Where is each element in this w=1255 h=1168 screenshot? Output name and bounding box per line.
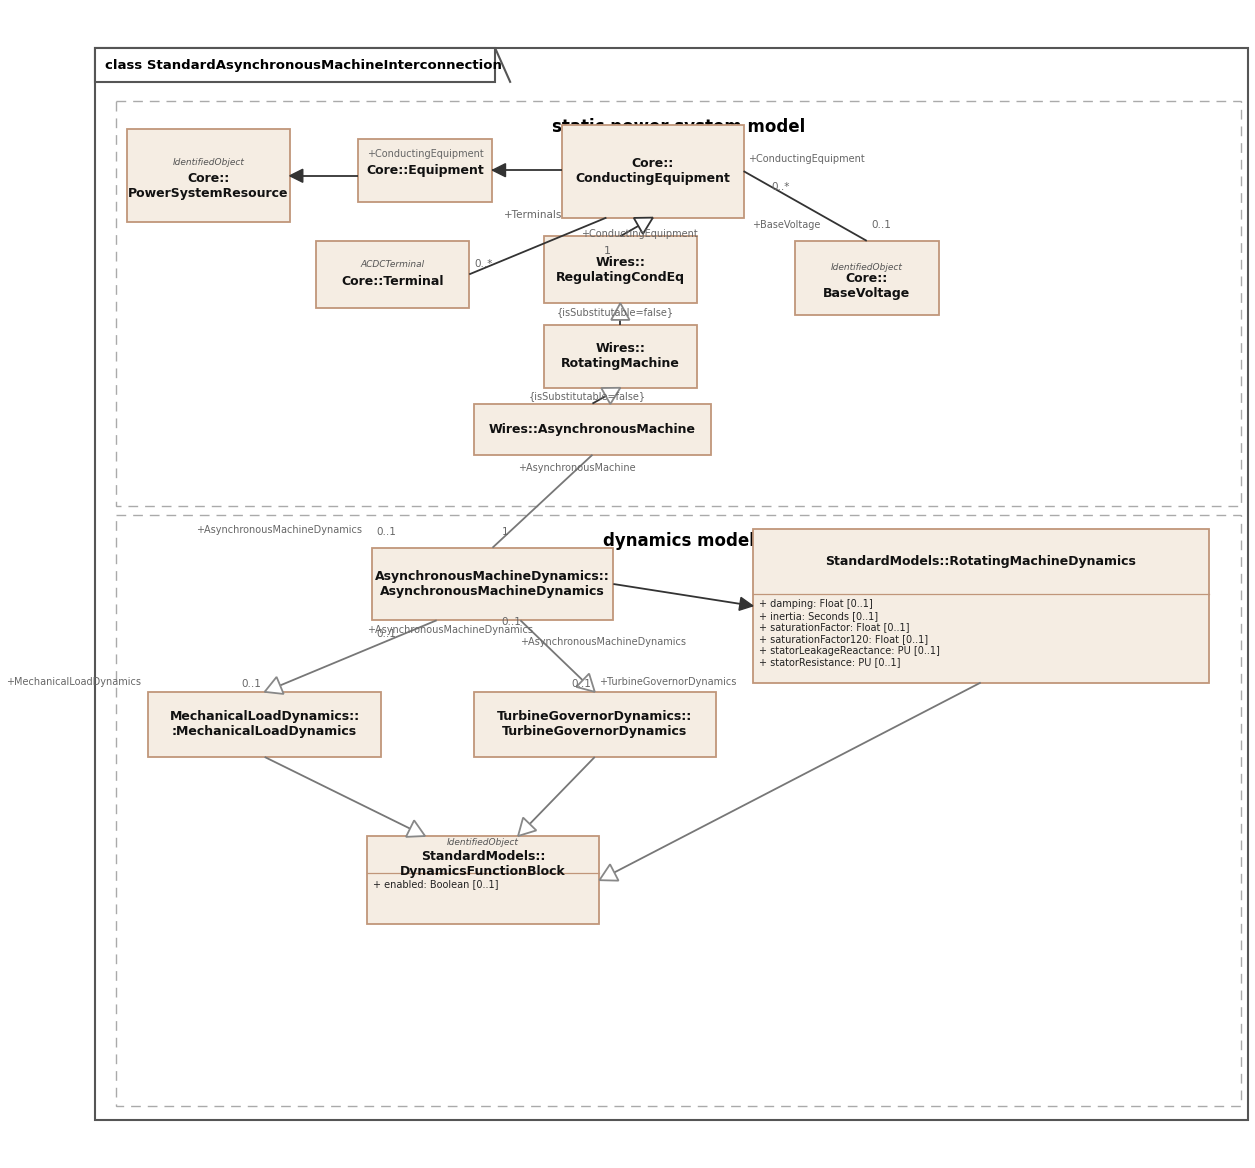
Text: +ConductingEquipment: +ConductingEquipment [366, 150, 483, 159]
Text: +ConductingEquipment: +ConductingEquipment [748, 154, 865, 164]
FancyBboxPatch shape [562, 125, 743, 217]
Text: MechanicalLoadDynamics::
:MechanicalLoadDynamics: MechanicalLoadDynamics:: :MechanicalLoad… [169, 710, 360, 738]
Polygon shape [611, 304, 630, 320]
FancyBboxPatch shape [543, 236, 697, 304]
Polygon shape [600, 864, 619, 881]
FancyBboxPatch shape [358, 139, 492, 202]
FancyBboxPatch shape [371, 548, 614, 620]
Polygon shape [601, 388, 620, 404]
Text: +Terminals: +Terminals [505, 209, 562, 220]
Text: +AsynchronousMachine: +AsynchronousMachine [518, 464, 636, 473]
Polygon shape [492, 164, 506, 176]
Polygon shape [576, 674, 595, 691]
Text: Wires::
RegulatingCondEq: Wires:: RegulatingCondEq [556, 256, 685, 284]
FancyBboxPatch shape [316, 241, 469, 308]
FancyBboxPatch shape [753, 529, 1209, 682]
Text: StandardModels::RotatingMachineDynamics: StandardModels::RotatingMachineDynamics [826, 555, 1136, 568]
Text: +ConductingEquipment: +ConductingEquipment [581, 229, 698, 238]
Text: 0..1: 0..1 [241, 680, 261, 689]
Text: Core::
PowerSystemResource: Core:: PowerSystemResource [128, 172, 289, 200]
Text: +AsynchronousMachineDynamics: +AsynchronousMachineDynamics [366, 625, 533, 635]
Text: IdentifiedObject: IdentifiedObject [447, 837, 520, 847]
Text: 1: 1 [502, 527, 508, 537]
Text: 0..1: 0..1 [571, 680, 591, 689]
FancyBboxPatch shape [127, 130, 290, 222]
Text: Wires::
RotatingMachine: Wires:: RotatingMachine [561, 342, 680, 370]
Text: +TurbineGovernorDynamics: +TurbineGovernorDynamics [600, 677, 737, 687]
Text: +BaseVoltage: +BaseVoltage [752, 220, 821, 230]
Text: 0..*: 0..* [772, 182, 789, 192]
Text: static power system model: static power system model [552, 118, 806, 137]
Text: Core::Terminal: Core::Terminal [341, 276, 444, 288]
Text: +AsynchronousMachineDynamics: +AsynchronousMachineDynamics [521, 637, 686, 647]
FancyBboxPatch shape [474, 404, 712, 454]
Polygon shape [518, 818, 536, 836]
Text: IdentifiedObject: IdentifiedObject [172, 158, 245, 167]
Text: {isSubstitutable=false}: {isSubstitutable=false} [530, 391, 646, 402]
Polygon shape [405, 820, 425, 836]
Text: ACDCTerminal: ACDCTerminal [360, 260, 424, 270]
FancyBboxPatch shape [148, 691, 380, 757]
Text: AsynchronousMachineDynamics::
AsynchronousMachineDynamics: AsynchronousMachineDynamics:: Asynchrono… [375, 570, 610, 598]
Polygon shape [265, 677, 284, 694]
Text: +AsynchronousMachineDynamics: +AsynchronousMachineDynamics [196, 524, 363, 535]
Text: class StandardAsynchronousMachineInterconnection: class StandardAsynchronousMachineInterco… [104, 58, 502, 71]
FancyBboxPatch shape [794, 241, 939, 315]
Text: TurbineGovernorDynamics::
TurbineGovernorDynamics: TurbineGovernorDynamics:: TurbineGoverno… [497, 710, 693, 738]
Text: Core::
BaseVoltage: Core:: BaseVoltage [823, 272, 910, 300]
FancyBboxPatch shape [474, 691, 715, 757]
FancyBboxPatch shape [366, 836, 600, 924]
Text: 0..1: 0..1 [376, 527, 397, 537]
Text: Core::Equipment: Core::Equipment [366, 164, 484, 176]
Text: 0..1: 0..1 [871, 220, 891, 230]
FancyBboxPatch shape [95, 48, 1249, 1120]
FancyBboxPatch shape [543, 325, 697, 388]
FancyBboxPatch shape [95, 48, 496, 82]
Text: {isSubstitutable=false}: {isSubstitutable=false} [557, 307, 674, 317]
Text: dynamics model: dynamics model [602, 533, 754, 550]
Text: +MechanicalLoadDynamics: +MechanicalLoadDynamics [6, 677, 141, 687]
Text: + enabled: Boolean [0..1]: + enabled: Boolean [0..1] [374, 878, 499, 889]
Text: Wires::AsynchronousMachine: Wires::AsynchronousMachine [489, 423, 697, 436]
Text: + damping: Float [0..1]
+ inertia: Seconds [0..1]
+ saturationFactor: Float [0..: + damping: Float [0..1] + inertia: Secon… [759, 599, 940, 667]
Text: 0..1: 0..1 [502, 617, 522, 627]
Polygon shape [290, 169, 302, 182]
Polygon shape [739, 597, 753, 610]
Text: 1: 1 [604, 245, 611, 256]
Polygon shape [634, 217, 653, 234]
Text: IdentifiedObject: IdentifiedObject [831, 263, 902, 272]
Text: 0..*: 0..* [474, 259, 492, 269]
Text: StandardModels::
DynamicsFunctionBlock: StandardModels:: DynamicsFunctionBlock [400, 850, 566, 878]
Text: 0..1: 0..1 [376, 630, 397, 639]
Text: Core::
ConductingEquipment: Core:: ConductingEquipment [576, 158, 730, 185]
